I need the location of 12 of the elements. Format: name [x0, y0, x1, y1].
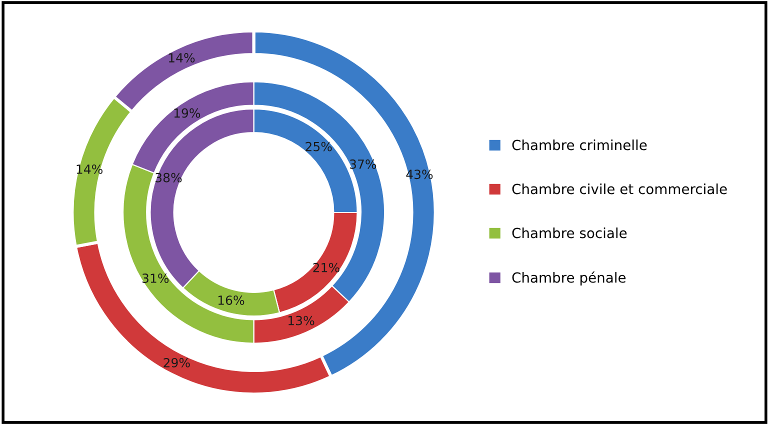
data-label: 25% [306, 142, 332, 152]
legend-label: Chambre pénale [512, 271, 626, 286]
data-label: 13% [288, 316, 314, 326]
data-label: 19% [174, 108, 200, 118]
data-label: 31% [142, 274, 169, 283]
data-label: 14% [168, 53, 195, 62]
data-label: 29% [164, 358, 190, 368]
legend-label: Chambre criminelle [512, 140, 647, 150]
legend-label: Chambre sociale [512, 228, 627, 238]
data-label: 16% [218, 295, 244, 305]
legend-label: Chambre civile et commerciale [512, 184, 727, 194]
data-label: 21% [313, 262, 340, 272]
